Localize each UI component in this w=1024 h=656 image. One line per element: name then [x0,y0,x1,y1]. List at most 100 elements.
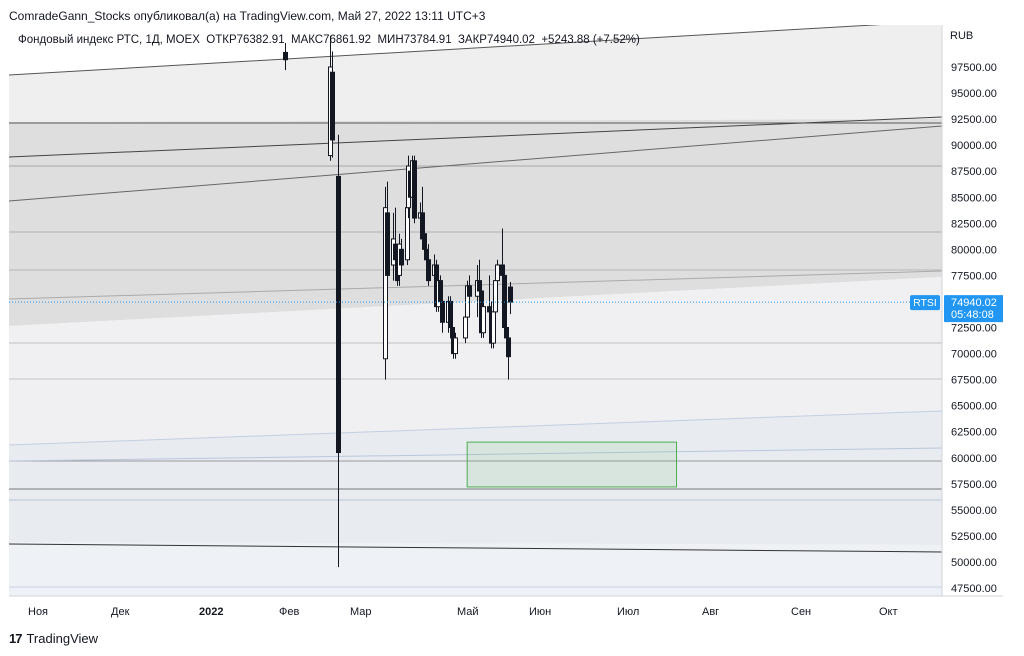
candle-body-up [493,280,498,313]
low-value: 73784.91 [403,34,452,46]
high-value: 76861.92 [323,34,372,46]
time-tick-label: Мар [350,606,372,618]
price-chart[interactable]: 47500.00 50000.00 52500.00 55000.00 57500.00… [9,25,1003,624]
candle [491,306,496,349]
open-label: ОТКР [206,34,237,46]
candle-body-down [448,300,453,329]
high-label: МАКС [290,34,324,46]
candle-body-down [440,300,445,323]
candle-body-down [477,280,482,292]
ohlc-legend: Фондовый индекс РТС, 1Д, MOEX ОТКР76382.… [18,34,640,46]
candle-body-up [463,316,468,339]
price-tick-label: 67500.00 [951,375,997,387]
price-tick-label: 82500.00 [951,218,997,230]
symbol-name[interactable]: Фондовый индекс РТС, 1Д, MOEX [18,34,200,46]
published-by-line: ComradeGann_Stocks опубликовал(а) на Tra… [9,9,486,23]
time-tick-label: Ноя [28,606,48,618]
time-tick-label: Фев [279,606,299,618]
upper-channel-band [9,25,942,122]
candle-body-down [399,248,404,266]
last-price-badge-bg [944,295,1003,323]
time-tick-label: Июл [617,606,639,618]
price-tick-label: 52500.00 [951,531,997,543]
ticker-tag-bg [910,295,940,311]
candle-body-down [508,286,513,303]
price-tick-label: 62500.00 [951,427,997,439]
price-tick-label: 90000.00 [951,140,997,152]
target-zone-box[interactable] [466,441,678,488]
candle [426,244,431,286]
candles [283,35,513,568]
candle [495,259,500,286]
candle-body-down [424,248,429,261]
candle-body-down [385,212,390,276]
candle [493,275,498,318]
upper-trend-line [9,25,882,76]
candle-body-down [487,306,492,313]
price-tick-label: 57500.00 [951,479,997,491]
time-tick-label: Май [457,606,479,618]
price-tick-label: 77500.00 [951,270,997,282]
candle-body-up [491,311,496,344]
time-tick-label: 2022 [199,606,223,618]
support-band [9,411,942,545]
tradingview-logo-icon: 17 [9,631,23,646]
candle [440,291,445,333]
price-tick-label: 85000.00 [951,192,997,204]
candle-body-down [504,327,509,339]
candle [330,51,335,158]
candle [481,301,486,338]
target-zone[interactable] [466,441,678,488]
candle-body-up [453,337,458,355]
price-axis[interactable]: 47500.00 50000.00 52500.00 55000.00 57500.00… [951,62,997,595]
time-tick-label: Окт [879,606,898,618]
open-value: 76382.91 [236,34,285,46]
price-tick-label: 80000.00 [951,244,997,256]
ticker-tag: RTSI [913,297,937,309]
low-label: МИН [377,34,404,46]
price-tick-label: 55000.00 [951,505,997,517]
channel-bands [9,25,942,596]
support-trend-line-2 [9,447,943,462]
last-price-badges: RTSI 74940.02 05:48:08 [910,295,1003,323]
time-tick-label: Дек [111,606,130,618]
candle-body-down [336,175,341,454]
candle-body-down [506,337,511,358]
time-tick-label: Июн [529,606,551,618]
candle [399,238,404,276]
candle-body-down [438,280,443,302]
horizontal-levels [9,122,942,588]
price-tick-label: 95000.00 [951,88,997,100]
lower-trend-line [9,543,943,553]
time-tick-label: Сен [791,606,811,618]
time-axis[interactable]: Ноя Дек 2022 Фев Мар Май Июн Июл Авг Сен Окт [28,606,898,618]
price-tick-label: 92500.00 [951,114,997,126]
support-trend-line [9,410,943,446]
last-price-value: 74940.02 [951,297,997,309]
price-tick-label: 87500.00 [951,166,997,178]
time-tick-label: Авг [702,606,719,618]
candle-body-down [283,51,288,61]
middle-channel-band [9,119,942,326]
candle-body-down [330,71,335,141]
candle [467,275,472,302]
candle [506,327,511,380]
price-tick-label: 47500.00 [951,583,997,595]
price-tick-label: 50000.00 [951,557,997,569]
candle [336,134,341,568]
candle-body-up [481,306,486,334]
price-tick-label: 70000.00 [951,349,997,361]
footer-brand[interactable]: 17 TradingView [9,631,98,646]
candle-body-down [426,259,431,282]
candle [412,155,417,224]
channel-mid-line [9,125,943,202]
candle-body-up [495,264,500,282]
candle-body-down [422,233,427,250]
candle-body-down [412,160,417,219]
brand-name: TradingView [26,631,99,646]
time-axis-area[interactable] [9,597,1003,624]
change-value: +5243.88 (+7.52%) [541,34,640,46]
bar-countdown: 05:48:08 [951,309,994,321]
candle-body-down [467,285,472,297]
currency-label: RUB [950,30,974,42]
